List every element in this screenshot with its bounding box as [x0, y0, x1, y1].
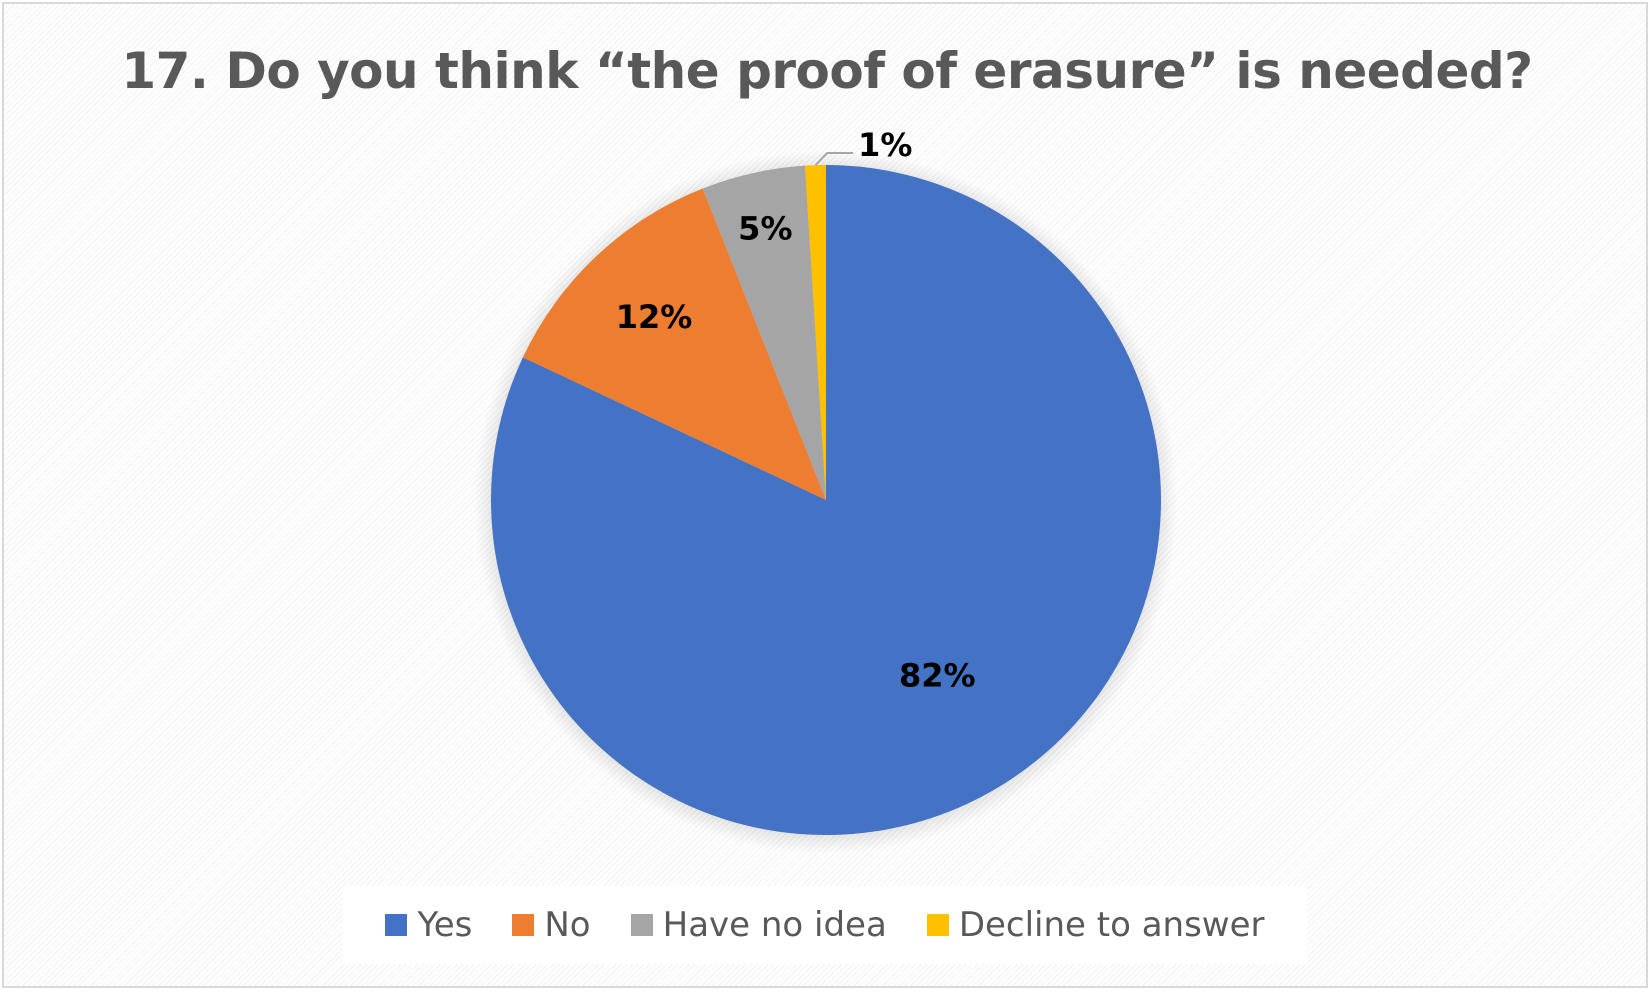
- leader-line-decline-to-answer: [814, 152, 854, 166]
- data-label-yes: 82%: [899, 656, 976, 694]
- data-label-no: 12%: [616, 298, 693, 336]
- legend-item-have-no-idea: Have no idea: [630, 905, 887, 945]
- pie-slices: [491, 165, 1162, 835]
- legend-swatch-yes: [385, 914, 408, 936]
- legend-label-yes: Yes: [417, 905, 473, 945]
- data-label-decline-to-answer: 1%: [858, 126, 912, 164]
- pie-slice-decline-to-answer: [804, 165, 826, 500]
- pie-slice-yes: [491, 165, 1162, 835]
- chart-title: 17. Do you think “the proof of erasure” …: [121, 42, 1533, 100]
- legend-label-decline-to-answer: Decline to answer: [958, 905, 1265, 945]
- legend-swatch-decline-to-answer: [926, 914, 949, 936]
- pie-slice-have-no-idea: [702, 165, 826, 500]
- data-labels: 82% 12% 5% 1%: [616, 126, 976, 694]
- pie-slice-no: [522, 188, 826, 500]
- legend-swatch-no: [512, 914, 535, 936]
- data-label-have-no-idea: 5%: [738, 210, 792, 248]
- legend-item-yes: Yes: [385, 905, 472, 945]
- legend-item-decline-to-answer: Decline to answer: [926, 905, 1265, 945]
- legend-label-have-no-idea: Have no idea: [662, 905, 887, 945]
- legend-item-no: No: [512, 905, 591, 945]
- legend-swatch-have-no-idea: [630, 914, 653, 936]
- leader-lines: [814, 152, 854, 166]
- legend-label-no: No: [544, 905, 591, 945]
- legend: Yes No Have no idea Decline to answer: [343, 886, 1307, 964]
